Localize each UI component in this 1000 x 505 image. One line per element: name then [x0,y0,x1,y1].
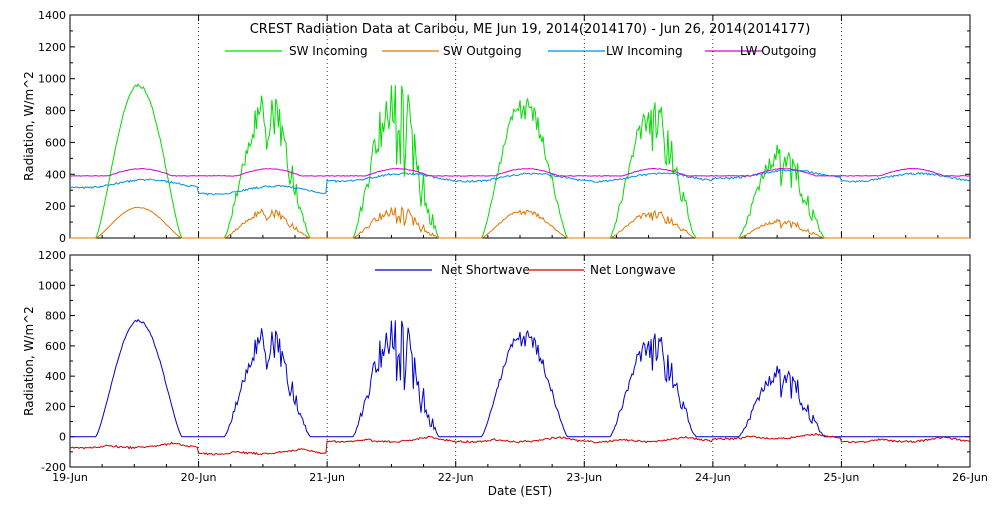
bottom-y-axis-title: Radiation, W/m^2 [22,306,36,416]
top-ytick-label-0: 0 [59,232,66,245]
top-ytick-label-4: 800 [45,105,66,118]
x-tick-label-4: 23-Jun [566,471,602,484]
x-tick-label-0: 19-Jun [52,471,88,484]
series-lw-outgoing-line [69,167,970,177]
x-tick-label-3: 22-Jun [438,471,474,484]
top-ytick-label-7: 1400 [38,9,66,22]
top-ytick-label-2: 400 [45,168,66,181]
grid-layer [198,15,842,467]
legend-label-lw-outgoing: LW Outgoing [740,44,817,58]
x-axis-title: Date (EST) [488,484,552,498]
legend-label-sw-outgoing: SW Outgoing [443,44,522,58]
bottom-legend: Net Shortwave Net Longwave [375,263,676,277]
legend-label-sw-incoming: SW Incoming [289,44,368,58]
top-ytick-label-5: 1000 [38,73,66,86]
series-sw-incoming-line [70,82,970,239]
bottom-ytick-label-0: -200 [41,461,66,474]
legend-label-net-shortwave: Net Shortwave [441,263,530,277]
series-sw-outgoing-line [70,206,970,239]
ticks-layer: 0 200 400 600 800 1000 1200 1400 -200 0 200 400 600 8… [38,9,988,484]
x-tick-label-6: 25-Jun [824,471,860,484]
bottom-ytick-label-5: 800 [45,310,66,323]
x-tick-label-7: 26-Jun [952,471,988,484]
bottom-ytick-label-1: 0 [59,431,66,444]
bottom-ytick-label-2: 200 [45,400,66,413]
top-legend: SW Incoming SW Outgoing LW Incoming LW O… [225,44,817,58]
legend-label-net-longwave: Net Longwave [590,263,676,277]
legend-label-lw-incoming: LW Incoming [606,44,683,58]
chart-title: CREST Radiation Data at Caribou, ME Jun … [250,22,811,37]
x-tick-label-1: 20-Jun [181,471,217,484]
x-tick-label-5: 24-Jun [695,471,731,484]
top-ytick-label-3: 600 [45,136,66,149]
series-lw-incoming-line [69,168,971,196]
bottom-ytick-label-4: 600 [45,340,66,353]
bottom-ytick-label-6: 1000 [38,279,66,292]
series-net-shortwave-line [70,318,970,438]
series-layer [69,82,971,456]
top-y-axis-title: Radiation, W/m^2 [22,71,36,181]
series-net-longwave-line [69,432,971,456]
bottom-ytick-label-7: 1200 [38,249,66,262]
top-ytick-label-1: 200 [45,200,66,213]
x-tick-label-2: 21-Jun [309,471,345,484]
top-ytick-label-6: 1200 [38,41,66,54]
bottom-panel-frame [69,254,971,468]
bottom-ytick-label-3: 400 [45,370,66,383]
